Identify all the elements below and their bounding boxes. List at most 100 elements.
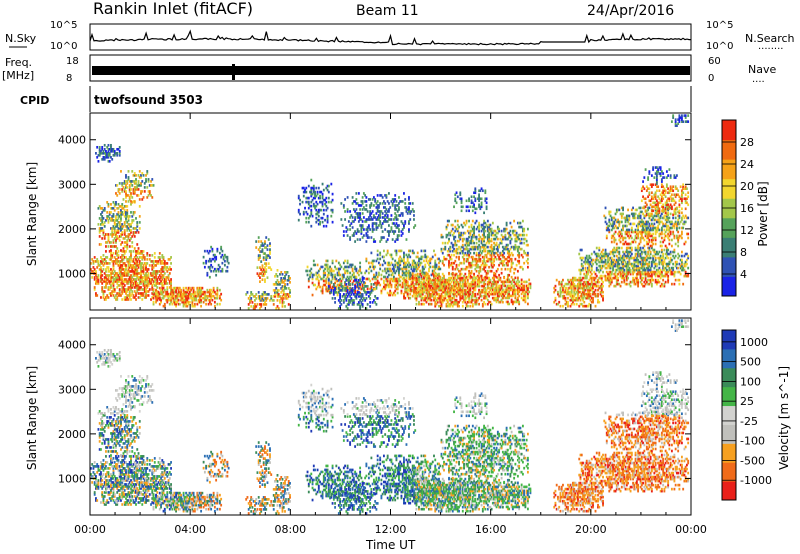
power-echo-cell <box>471 259 474 263</box>
power-echo-cell <box>382 220 385 223</box>
power-echo-cell <box>501 300 504 304</box>
power-echo-cell <box>486 298 489 302</box>
power-echo-cell <box>198 292 201 296</box>
power-echo-cell <box>152 288 155 291</box>
power-echo-cell <box>115 217 117 220</box>
power-echo-cell <box>483 243 486 247</box>
power-echo-cell <box>115 272 117 275</box>
power-echo-cell <box>451 267 454 271</box>
power-echo-cell <box>404 278 407 282</box>
power-echo-cell <box>128 215 131 218</box>
power-echo-cell <box>372 204 375 207</box>
power-echo-cell <box>405 290 408 294</box>
power-echo-cell <box>226 269 229 273</box>
power-echo-cell <box>410 210 413 213</box>
power-echo-cell <box>329 291 331 294</box>
power-echo-cell <box>140 174 142 177</box>
power-echo-cell <box>142 288 145 291</box>
power-echo-cell <box>334 275 337 279</box>
power-echo-cell <box>456 282 459 286</box>
power-echo-cell <box>316 275 319 279</box>
power-echo-cell <box>408 269 410 273</box>
power-echo-cell <box>362 287 365 290</box>
power-echo-cell <box>360 293 363 296</box>
power-echo-cell <box>430 280 433 284</box>
power-echo-cell <box>314 204 316 208</box>
power-echo-cell <box>326 287 329 291</box>
power-echo-cell <box>210 296 213 300</box>
power-echo-cell <box>126 298 129 301</box>
power-echo-cell <box>121 290 124 293</box>
power-echo-cell <box>130 203 132 206</box>
power-echo-cell <box>162 266 165 269</box>
power-echo-cell <box>176 300 179 304</box>
power-echo-cell <box>205 302 208 306</box>
power-echo-cell <box>256 266 259 269</box>
power-echo-cell <box>382 249 385 253</box>
power-echo-cell <box>123 290 126 293</box>
power-echo-cell <box>515 245 518 249</box>
power-echo-cell <box>217 263 220 267</box>
power-echo-cell <box>257 258 260 261</box>
power-echo-cell <box>376 216 379 219</box>
power-echo-cell <box>265 236 268 239</box>
power-echo-cell <box>127 178 130 181</box>
power-echo-cell <box>321 289 324 293</box>
power-echo-cell <box>456 286 459 290</box>
power-echo-cell <box>101 290 104 293</box>
power-echo-cell <box>371 289 374 292</box>
power-echo-cell <box>569 292 572 296</box>
power-echo-cell <box>98 229 101 232</box>
power-echo-cell <box>205 298 208 302</box>
power-echo-cell <box>111 231 114 234</box>
power-echo-cell <box>354 289 357 293</box>
power-echo-cell <box>156 262 159 265</box>
power-echo-cell <box>466 294 469 298</box>
power-echo-cell <box>490 245 493 249</box>
power-echo-cell <box>125 176 127 179</box>
power-echo-cell <box>156 294 159 298</box>
power-echo-cell <box>120 243 122 246</box>
power-echo-cell <box>167 298 170 302</box>
power-echo-cell <box>474 247 477 251</box>
power-echo-cell <box>103 278 106 281</box>
power-echo-cell <box>132 231 135 234</box>
power-echo-cell <box>297 208 300 212</box>
power-echo-cell <box>143 262 146 265</box>
power-echo-cell <box>474 282 477 286</box>
power-echo-cell <box>163 294 166 298</box>
power-echo-cell <box>121 284 124 287</box>
power-echo-cell <box>360 200 363 203</box>
power-echo-cell <box>131 268 134 271</box>
power-echo-cell <box>142 196 145 199</box>
power-echo-cell <box>575 302 578 306</box>
power-echo-cell <box>344 271 347 275</box>
power-echo-cell <box>112 245 115 248</box>
power-echo-cell <box>401 267 404 271</box>
power-echo-cell <box>141 298 144 301</box>
power-echo-cell <box>425 255 428 259</box>
power-echo-cell <box>415 276 418 280</box>
power-echo-cell <box>518 253 521 257</box>
power-echo-cell <box>163 280 166 283</box>
power-echo-cell <box>469 241 472 245</box>
power-echo-cell <box>583 292 586 296</box>
power-echo-cell <box>270 297 273 300</box>
power-echo-cell <box>428 284 430 288</box>
power-echo-cell <box>470 271 473 275</box>
power-echo-cell <box>456 239 459 243</box>
power-echo-cell <box>173 298 176 302</box>
power-echo-cell <box>132 270 135 273</box>
power-echo-cell <box>162 304 165 308</box>
power-echo-cell <box>468 199 470 203</box>
power-echo-cell <box>410 282 413 286</box>
power-echo-cell <box>508 259 511 263</box>
power-echo-cell <box>470 265 473 269</box>
power-echo-cell <box>260 305 263 308</box>
power-echo-cell <box>405 206 408 209</box>
power-echo-cell <box>389 277 392 281</box>
power-echo-cell <box>97 280 100 283</box>
power-echo-cell <box>468 263 470 267</box>
power-echo-cell <box>115 225 117 228</box>
power-echo-cell <box>138 215 141 218</box>
